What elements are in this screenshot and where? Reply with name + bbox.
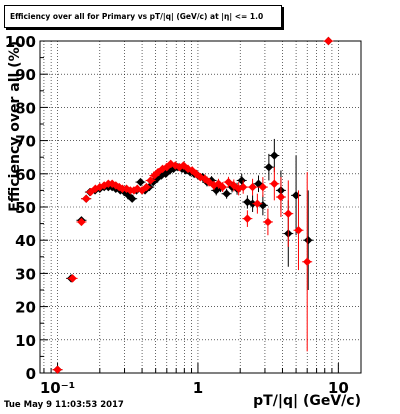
x-tick-label: 10 — [328, 379, 349, 397]
data-point — [291, 191, 301, 200]
y-tick-label: 30 — [15, 265, 36, 283]
series-black — [52, 36, 334, 374]
data-point — [68, 274, 77, 283]
chart-title-box: Efficiency over all for Primary vs pT/|q… — [4, 5, 282, 28]
data-point — [294, 226, 303, 235]
data-point — [136, 177, 145, 187]
data-point — [264, 162, 274, 172]
data-point — [304, 236, 313, 245]
data-point — [120, 187, 129, 197]
data-point — [82, 194, 91, 203]
data-point — [270, 151, 279, 160]
data-point — [238, 182, 248, 192]
y-tick-label: 40 — [15, 232, 36, 250]
data-point — [86, 187, 95, 197]
y-tick-label: 100 — [5, 33, 36, 51]
grid-lines — [40, 41, 361, 373]
y-tick-label: 70 — [15, 133, 36, 151]
data-point — [146, 176, 155, 185]
series-red — [52, 36, 334, 374]
data-point — [253, 199, 262, 208]
data-point — [324, 36, 333, 46]
data-point — [270, 179, 279, 188]
data-point — [284, 209, 293, 218]
y-tick-label: 80 — [15, 99, 36, 117]
axis-ticks — [40, 40, 339, 374]
data-point — [77, 217, 86, 227]
data-point — [175, 162, 184, 172]
data-point — [222, 189, 231, 198]
data-point — [200, 174, 210, 183]
data-point — [276, 192, 286, 202]
data-point — [248, 182, 257, 192]
timestamp: Tue May 9 11:03:53 2017 — [4, 400, 124, 410]
y-tick-label: 20 — [15, 299, 36, 317]
data-point — [263, 217, 273, 227]
x-tick-label: 10⁻¹ — [40, 379, 75, 397]
data-point — [53, 365, 62, 374]
data-point — [142, 182, 151, 192]
x-axis-label: pT/|q| (GeV/c) — [253, 393, 361, 409]
data-point — [107, 179, 117, 188]
data-point — [243, 214, 252, 223]
data-point — [127, 194, 137, 203]
y-tick-label: 90 — [15, 66, 36, 84]
x-tick-label: 1 — [193, 379, 203, 397]
y-tick-label: 60 — [15, 166, 36, 184]
y-tick-label: 10 — [15, 332, 36, 350]
y-tick-label: 50 — [15, 199, 36, 217]
data-point — [218, 182, 227, 192]
y-tick-label: 0 — [26, 365, 36, 383]
data-point — [166, 159, 175, 169]
data-point — [224, 177, 233, 187]
data-point — [258, 182, 268, 192]
data-point — [302, 257, 312, 266]
data-point — [162, 162, 171, 172]
data-point — [237, 176, 246, 185]
chart-title: Efficiency over all for Primary vs pT/|q… — [10, 12, 264, 21]
data-point — [150, 171, 159, 180]
y-axis-label: Efficiency over all (%) — [7, 41, 23, 212]
series-layer — [52, 36, 334, 374]
